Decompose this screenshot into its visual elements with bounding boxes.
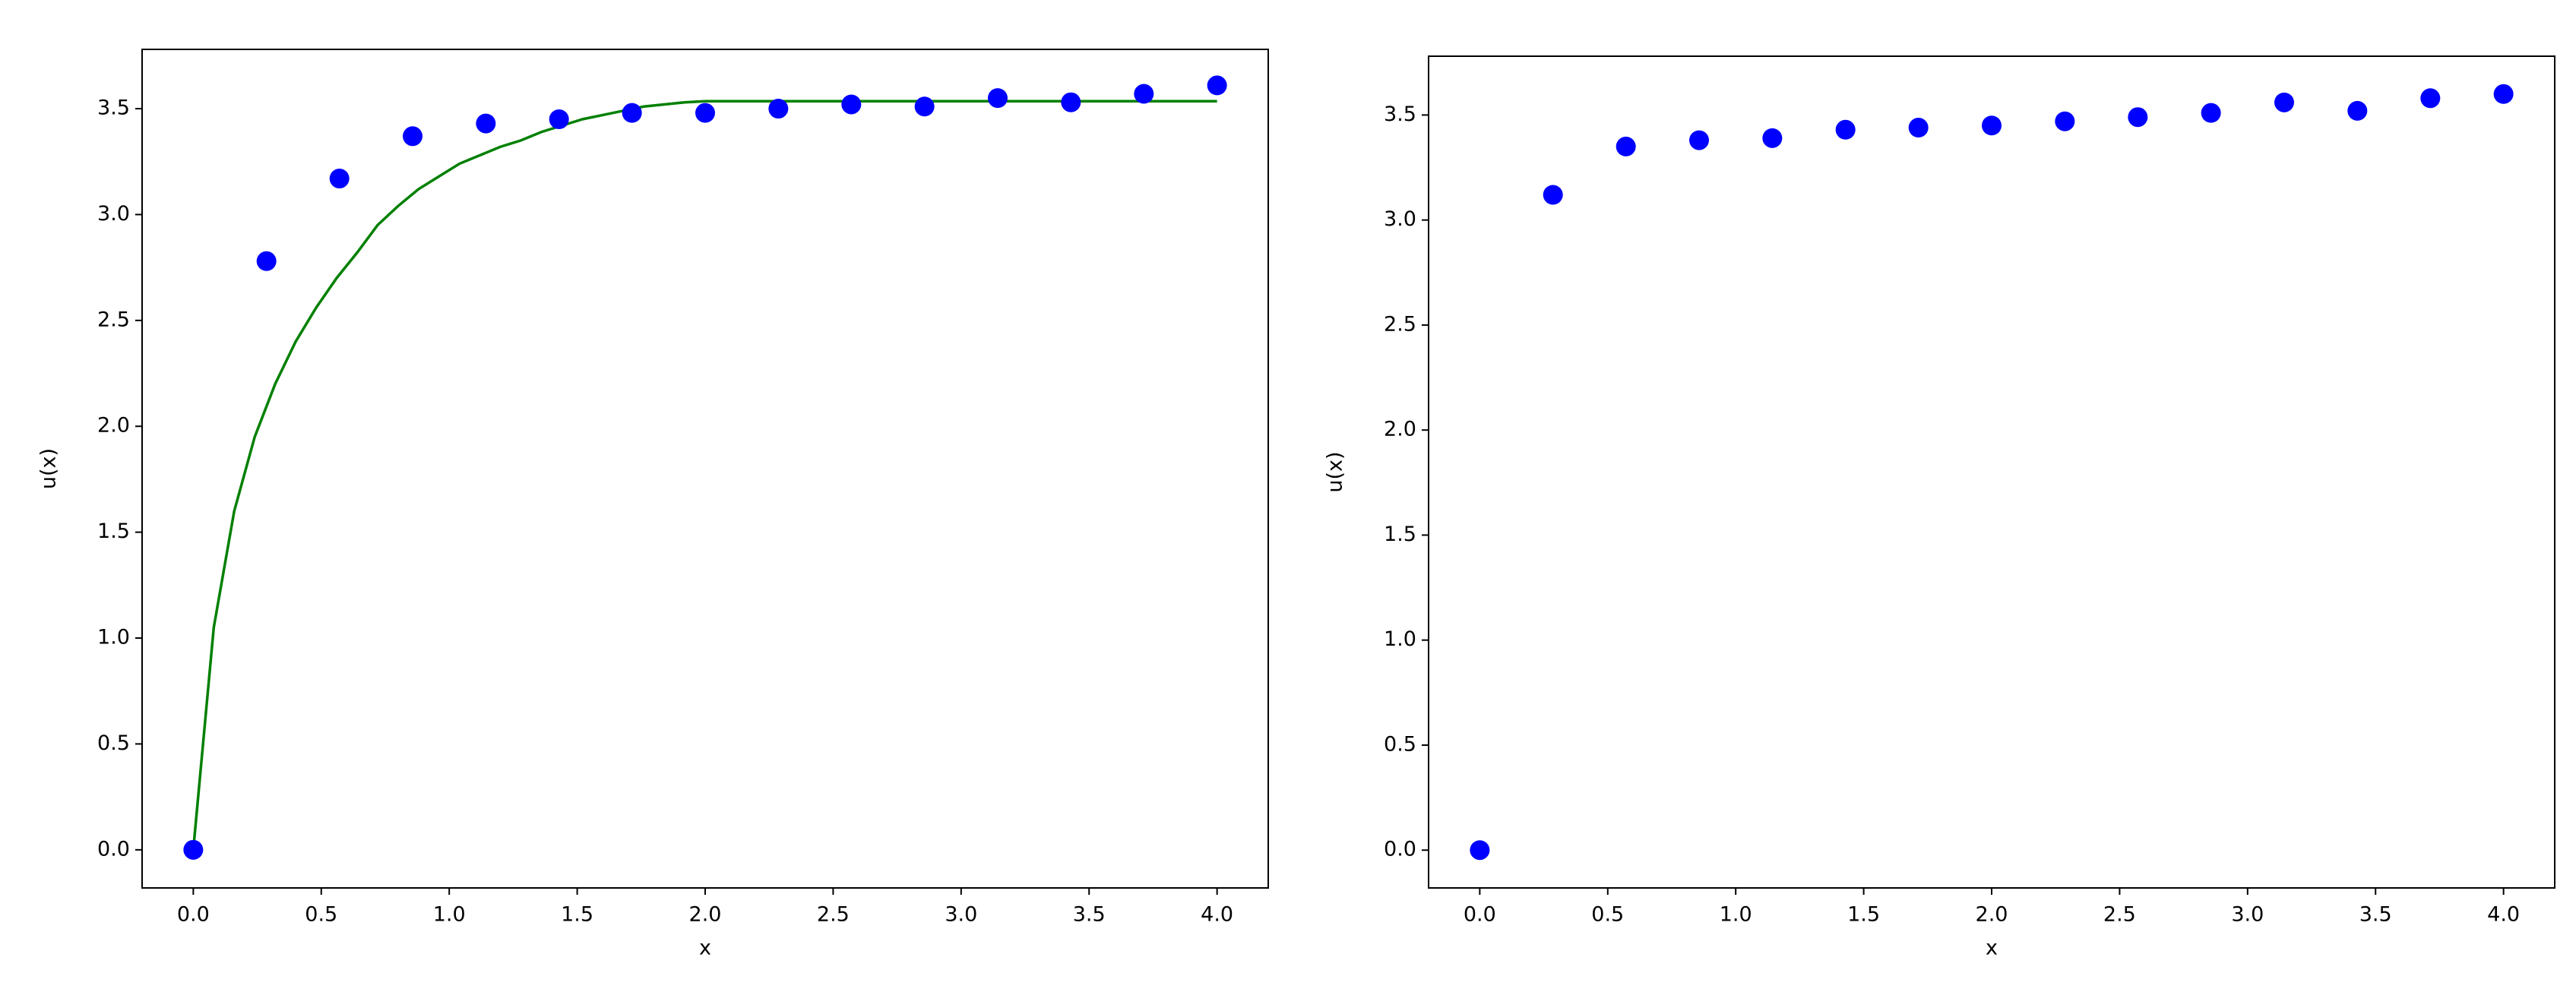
x-tick-label: 3.0 xyxy=(945,903,977,927)
y-tick-label: 0.5 xyxy=(97,731,130,755)
y-tick-label: 1.5 xyxy=(1384,523,1416,546)
point xyxy=(1207,75,1227,96)
x-tick-label: 4.0 xyxy=(2487,903,2520,927)
point xyxy=(1616,136,1636,156)
point xyxy=(768,99,789,119)
point xyxy=(183,839,204,860)
point xyxy=(476,113,496,134)
y-tick-label: 3.5 xyxy=(97,96,130,120)
point xyxy=(1762,128,1783,148)
point xyxy=(622,103,642,123)
y-tick-label: 0.0 xyxy=(97,837,130,861)
x-tick-label: 2.5 xyxy=(817,903,850,927)
point xyxy=(1543,185,1563,205)
x-tick-label: 0.5 xyxy=(305,903,337,927)
x-tick-label: 1.5 xyxy=(561,903,593,927)
point xyxy=(256,251,277,271)
point xyxy=(329,169,350,189)
x-tick-label: 1.0 xyxy=(433,903,466,927)
line xyxy=(191,100,1217,850)
point xyxy=(1470,840,1490,861)
point xyxy=(1134,84,1154,104)
x-axis-label: x xyxy=(699,937,711,960)
point xyxy=(2274,92,2294,112)
y-tick-label: 2.5 xyxy=(97,308,130,331)
y-tick-label: 2.0 xyxy=(97,414,130,438)
point xyxy=(914,96,935,117)
y-tick-label: 0.5 xyxy=(1384,732,1416,756)
x-tick-label: 0.0 xyxy=(1464,903,1496,927)
y-tick-label: 1.0 xyxy=(1384,627,1416,651)
axes-frame xyxy=(141,49,1269,889)
point xyxy=(1061,92,1081,112)
y-tick-label: 2.0 xyxy=(1384,418,1416,441)
point xyxy=(1982,115,2002,136)
y-tick-label: 2.5 xyxy=(1384,312,1416,336)
y-axis-label: u(x) xyxy=(1324,451,1347,492)
point xyxy=(987,88,1008,109)
x-tick-label: 0.0 xyxy=(177,903,210,927)
axes-frame xyxy=(1428,55,2555,889)
x-tick-label: 2.5 xyxy=(2103,903,2136,927)
x-tick-label: 1.5 xyxy=(1847,903,1880,927)
point xyxy=(2420,88,2441,109)
point xyxy=(1908,118,1929,138)
point xyxy=(2128,107,2148,128)
point xyxy=(2493,84,2514,104)
x-tick-label: 3.0 xyxy=(2231,903,2264,927)
point xyxy=(549,109,569,129)
point xyxy=(403,126,423,147)
x-tick-label: 1.0 xyxy=(1720,903,1752,927)
point xyxy=(1689,130,1710,150)
x-tick-label: 2.0 xyxy=(689,903,722,927)
y-tick-label: 3.5 xyxy=(1384,103,1416,126)
x-tick-label: 3.5 xyxy=(1073,903,1106,927)
x-tick-label: 3.5 xyxy=(2359,903,2392,927)
y-tick-label: 3.0 xyxy=(97,202,130,226)
point xyxy=(2201,103,2221,123)
x-axis-label: x xyxy=(1986,937,1998,960)
y-axis-label: u(x) xyxy=(37,448,61,489)
x-tick-label: 4.0 xyxy=(1201,903,1233,927)
point xyxy=(841,94,862,115)
x-tick-label: 0.5 xyxy=(1591,903,1624,927)
point xyxy=(2055,111,2075,131)
y-tick-label: 3.0 xyxy=(1384,207,1416,231)
point xyxy=(1835,119,1856,140)
y-tick-label: 1.0 xyxy=(97,626,130,649)
y-tick-label: 1.5 xyxy=(97,520,130,543)
point xyxy=(695,103,715,123)
x-tick-label: 2.0 xyxy=(1976,903,2008,927)
y-tick-label: 0.0 xyxy=(1384,838,1416,861)
point xyxy=(2347,100,2368,121)
